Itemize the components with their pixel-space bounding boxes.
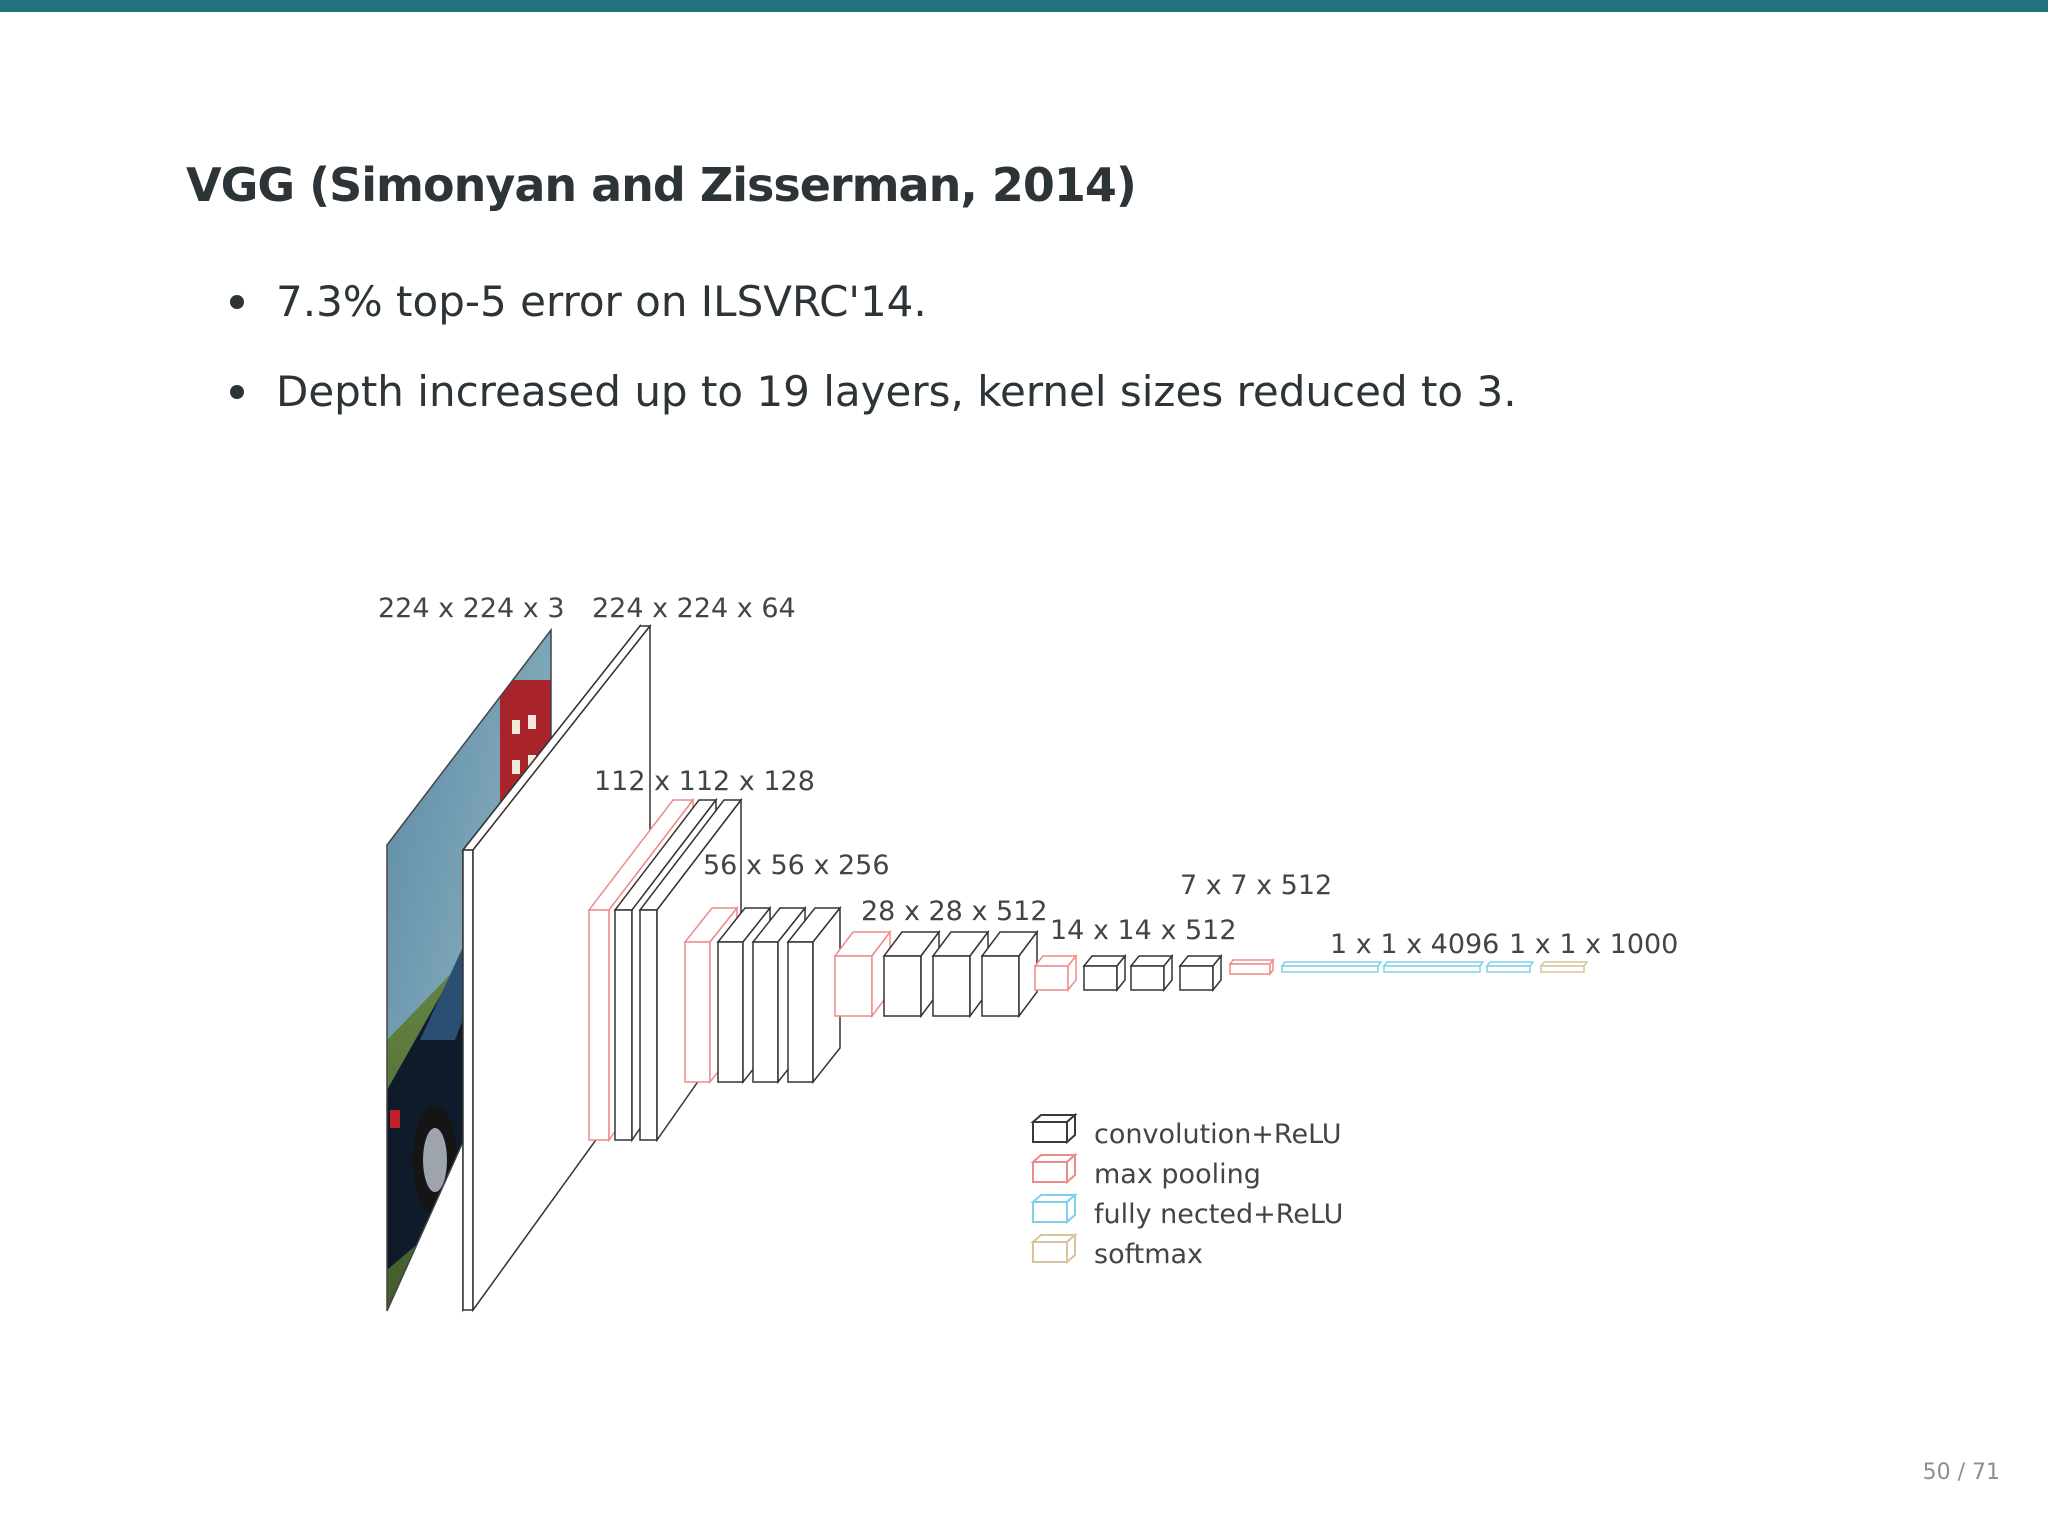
conv5-block <box>1082 953 1223 993</box>
legend-label: convolution+ReLU <box>1094 1119 1342 1150</box>
cube-icon <box>1030 1192 1078 1225</box>
slide-title: VGG (Simonyan and Zisserman, 2014) <box>186 158 1137 212</box>
pool4-block <box>1033 953 1078 993</box>
bullet-text: Depth increased up to 19 layers, kernel … <box>276 367 1517 416</box>
vgg-architecture-diagram: 224 x 224 x 3 224 x 224 x 64 112 x 112 x… <box>378 593 1678 1313</box>
bullet-dot-icon <box>230 385 244 399</box>
label-conv4-dims: 28 x 28 x 512 <box>861 896 1048 927</box>
label-conv2-dims: 112 x 112 x 128 <box>594 766 815 797</box>
legend-item-convolution: convolution+ReLU <box>1030 1112 1342 1150</box>
legend-item-max-pooling: max pooling <box>1030 1152 1261 1190</box>
label-input-dims: 224 x 224 x 3 <box>378 593 565 624</box>
fc-block <box>1280 961 1535 973</box>
bullet-text: 7.3% top-5 error on ILSVRC'14. <box>276 277 927 326</box>
cube-icon <box>1030 1112 1078 1145</box>
legend-item-softmax: softmax <box>1030 1232 1203 1270</box>
conv3-block <box>716 905 842 1085</box>
legend-label: softmax <box>1094 1239 1203 1270</box>
bullet-item: 7.3% top-5 error on ILSVRC'14. <box>228 268 1517 358</box>
slide-top-bar <box>0 0 2048 12</box>
legend-item-fully-connected: fully nected+ReLU <box>1030 1192 1343 1230</box>
cube-icon <box>1030 1152 1078 1185</box>
label-pool5-dims: 7 x 7 x 512 <box>1180 870 1332 901</box>
pool5-block <box>1228 957 1275 977</box>
label-conv5-dims: 14 x 14 x 512 <box>1050 915 1237 946</box>
conv4-block <box>882 929 1039 1019</box>
page-number: 50 / 71 <box>1922 1460 2000 1485</box>
legend: convolution+ReLU max pooling fully necte… <box>1030 1112 1343 1270</box>
label-fc-dims: 1 x 1 x 4096 <box>1330 929 1499 960</box>
cube-icon <box>1030 1232 1078 1265</box>
conv1-block <box>461 623 652 1313</box>
bullet-item: Depth increased up to 19 layers, kernel … <box>228 358 1517 448</box>
label-conv1-dims: 224 x 224 x 64 <box>592 593 796 624</box>
legend-label: fully nected+ReLU <box>1094 1199 1343 1230</box>
label-softmax-dims: 1 x 1 x 1000 <box>1509 929 1678 960</box>
pool3-block <box>833 929 892 1019</box>
legend-label: max pooling <box>1094 1159 1261 1190</box>
label-conv3-dims: 56 x 56 x 256 <box>703 850 890 881</box>
softmax-block <box>1539 961 1589 973</box>
bullet-list: 7.3% top-5 error on ILSVRC'14. Depth inc… <box>228 268 1517 448</box>
bullet-dot-icon <box>230 295 244 309</box>
